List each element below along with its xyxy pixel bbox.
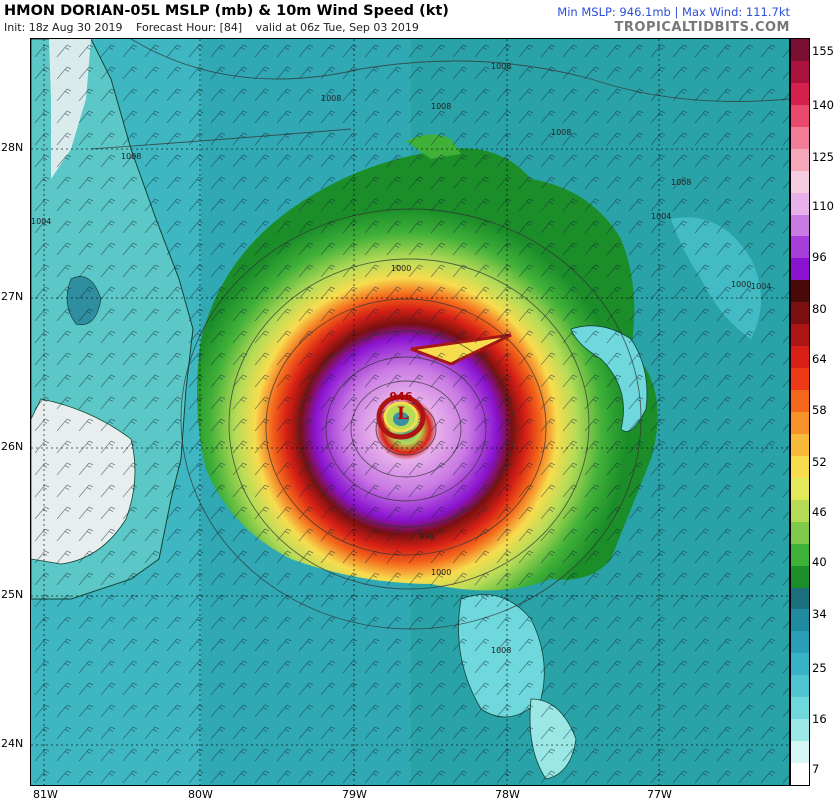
colorbar-label: 16	[812, 712, 827, 726]
colorbar-label: 125	[812, 150, 834, 164]
isobar-label: 1004	[31, 217, 51, 226]
forecast-hour: Forecast Hour: [84]	[136, 21, 243, 34]
lat-label-26n: 26N	[1, 440, 24, 453]
lat-label-25n: 25N	[1, 588, 24, 601]
map-panel[interactable]: 1008 1008 1008 1008 1008 1008 1004 1004 …	[30, 38, 790, 786]
colorbar-segment	[791, 236, 809, 259]
wind-speed-colorbar	[790, 38, 810, 786]
colorbar-segment	[791, 39, 809, 62]
lat-label-28n: 28N	[1, 141, 24, 154]
colorbar-label: 52	[812, 455, 827, 469]
colorbar-segment	[791, 587, 809, 611]
colorbar-segment	[791, 455, 809, 479]
lon-label-81w: 81W	[33, 788, 58, 801]
colorbar-segment	[791, 258, 809, 281]
isobar-label: 1004	[651, 212, 671, 221]
lat-label-24n: 24N	[1, 737, 24, 750]
lon-label-79w: 79W	[342, 788, 367, 801]
colorbar-segment	[791, 368, 809, 391]
colorbar-segment	[791, 104, 809, 128]
colorbar-segment	[791, 82, 809, 106]
low-pressure-marker: L	[397, 404, 409, 424]
colorbar-segment	[791, 675, 809, 698]
map-canvas: 1008 1008 1008 1008 1008 1008 1004 1004 …	[31, 39, 789, 785]
isobar-label: 1008	[121, 152, 141, 161]
colorbar-label: 96	[812, 250, 827, 264]
colorbar-segment	[791, 214, 809, 238]
isobars	[90, 39, 789, 630]
colorbar-segment	[791, 499, 809, 523]
isobar-label: 1000	[731, 280, 751, 289]
isobar-label: 1000	[391, 264, 411, 273]
isobar-label: 1008	[491, 62, 511, 71]
isobar-label: 996	[419, 532, 434, 541]
colorbar-segment	[791, 280, 809, 303]
isobar-label: 1008	[551, 128, 571, 137]
colorbar-label: 34	[812, 607, 827, 621]
lat-label-27n: 27N	[1, 290, 24, 303]
colorbar-segment	[791, 609, 809, 632]
colorbar-segment	[791, 346, 809, 369]
colorbar-segment	[791, 631, 809, 654]
isobar-label: 1008	[671, 178, 691, 187]
header: HMON DORIAN-05L MSLP (mb) & 10m Wind Spe…	[0, 0, 834, 36]
init-time: Init: 18z Aug 30 2019	[4, 21, 123, 34]
isobar-label: 1008	[431, 102, 451, 111]
min-max-stats: Min MSLP: 946.1mb | Max Wind: 111.7kt	[557, 5, 790, 19]
colorbar-segment	[791, 763, 809, 785]
graticule	[31, 39, 789, 785]
colorbar-segment	[791, 521, 809, 545]
colorbar-segment	[791, 412, 809, 435]
colorbar-segment	[791, 477, 809, 501]
colorbar-segment	[791, 565, 809, 589]
colorbar-label: 40	[812, 555, 827, 569]
colorbar-label: 7	[812, 762, 820, 776]
storm-center[interactable]: 946 L	[376, 390, 426, 440]
colorbar-segment	[791, 697, 809, 720]
colorbar-segment	[791, 433, 809, 457]
colorbar-label: 155	[812, 44, 834, 58]
colorbar-label: 140	[812, 98, 834, 112]
colorbar-segment	[791, 324, 809, 347]
lon-label-80w: 80W	[188, 788, 213, 801]
colorbar-segment	[791, 192, 809, 216]
colorbar-segment	[791, 60, 809, 84]
colorbar-label: 64	[812, 352, 827, 366]
valid-time: valid at 06z Tue, Sep 03 2019	[255, 21, 419, 34]
colorbar-segment	[791, 126, 809, 150]
central-pressure-label: 946	[390, 390, 413, 403]
colorbar-segment	[791, 390, 809, 413]
map-title: HMON DORIAN-05L MSLP (mb) & 10m Wind Spe…	[4, 3, 449, 19]
isobar-label: 1008	[491, 646, 511, 655]
brand-watermark: TROPICALTIDBITS.COM	[614, 20, 790, 35]
lon-label-77w: 77W	[647, 788, 672, 801]
run-info: Init: 18z Aug 30 2019 Forecast Hour: [84…	[4, 21, 429, 34]
colorbar-label: 80	[812, 302, 827, 316]
colorbar-segment	[791, 170, 809, 194]
colorbar-segment	[791, 302, 809, 325]
lon-label-78w: 78W	[495, 788, 520, 801]
colorbar-segment	[791, 741, 809, 764]
colorbar-segment	[791, 148, 809, 172]
colorbar-segment	[791, 543, 809, 567]
colorbar-label: 110	[812, 199, 834, 213]
colorbar-segment	[791, 653, 809, 676]
colorbar-label: 25	[812, 661, 827, 675]
colorbar-label: 46	[812, 505, 827, 519]
isobar-label: 1008	[321, 94, 341, 103]
isobar-label-group: 1008 1008 1008 1008 1008 1008 1004 1004 …	[31, 62, 771, 655]
isobar-label: 1000	[431, 568, 451, 577]
colorbar-label: 58	[812, 403, 827, 417]
colorbar-segment	[791, 719, 809, 742]
isobar-label: 1004	[751, 282, 771, 291]
